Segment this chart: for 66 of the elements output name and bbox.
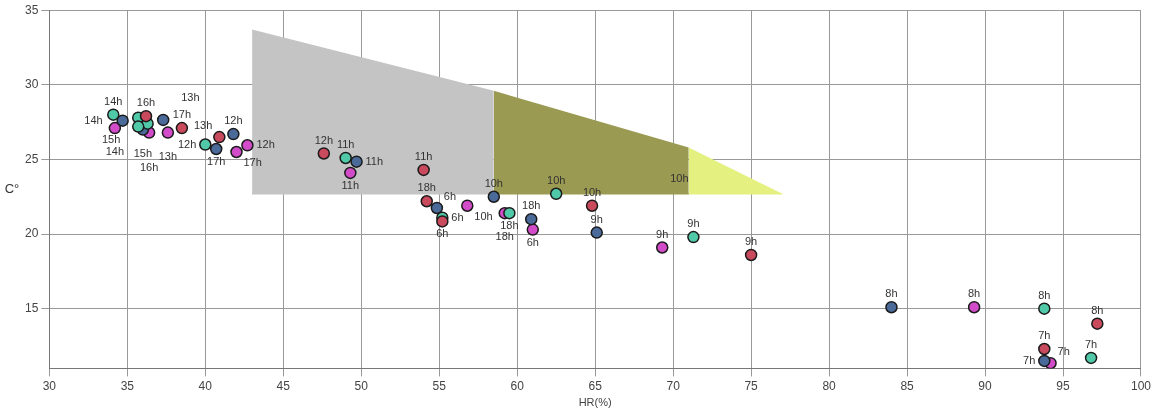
annotation: 13h <box>181 90 200 103</box>
annotation: 9h <box>656 227 669 240</box>
annotation: 14h <box>105 145 125 158</box>
x-tick-label: 55 <box>432 378 447 393</box>
x-tick-label: 85 <box>900 378 915 393</box>
x-tick-label: 75 <box>744 378 759 393</box>
annotation: 8h <box>1091 303 1104 316</box>
y-tick-label: 15 <box>24 301 39 316</box>
annotation: 13h <box>158 149 178 162</box>
x-tick-label: 45 <box>276 378 291 393</box>
x-tick-label: 95 <box>1056 378 1071 393</box>
x-tick-label: 70 <box>666 378 681 393</box>
annotation: 16h <box>139 160 159 173</box>
annotation: 18h <box>417 181 436 194</box>
annotation: 7h <box>1057 345 1070 358</box>
annotation: 17h <box>172 108 192 121</box>
annotation: 16h <box>136 96 156 109</box>
annotation: 6h <box>436 227 449 240</box>
annotation: 13h <box>193 119 213 132</box>
x-axis-title: HR(%) <box>578 396 612 409</box>
x-tick-label: 100 <box>1130 378 1152 393</box>
x-tick-label: 80 <box>822 378 837 393</box>
annotation: 7h <box>1084 337 1098 350</box>
annotation: 9h <box>687 217 700 230</box>
y-tick-label: 25 <box>24 151 39 166</box>
annotation: 9h <box>744 235 758 247</box>
x-tick-label: 35 <box>120 378 135 393</box>
annotation: 7h <box>1038 329 1051 342</box>
x-tick-label: 60 <box>510 378 525 393</box>
annotation: 11h <box>414 149 433 162</box>
y-tick-label: 35 <box>24 2 39 17</box>
annotation: 12h <box>224 114 243 127</box>
annotation: 12h <box>314 133 333 146</box>
x-tick-label: 50 <box>354 378 369 393</box>
annotation: 18h <box>522 199 541 212</box>
annotation: 6h <box>451 210 464 223</box>
annotation: 6h <box>526 235 539 248</box>
y-tick-label: 30 <box>24 77 39 92</box>
x-tick-label: 40 <box>198 378 213 393</box>
annotation: 17h <box>243 156 262 169</box>
x-tick-label: 65 <box>588 378 603 393</box>
annotation: 12h <box>177 137 197 150</box>
y-axis-title: C° <box>4 180 20 196</box>
y-tick-label: 20 <box>24 226 39 241</box>
annotation: 11h <box>341 178 360 191</box>
x-tick-label: 90 <box>978 378 993 393</box>
annotation: 14h <box>84 113 103 126</box>
annotation: 6h <box>443 189 457 202</box>
annotation: 11h <box>336 137 355 150</box>
annotation: 18h <box>495 230 514 243</box>
annotation: 17h <box>207 155 226 168</box>
annotation: 15h <box>101 132 121 145</box>
annotation: 15h <box>133 146 153 159</box>
annotation: 18h <box>500 219 519 232</box>
annotation: 7h <box>1023 353 1036 366</box>
annotation: 12h <box>256 138 275 151</box>
annotation: 8h <box>1038 288 1051 301</box>
annotation: 9h <box>590 212 603 225</box>
annotation: 8h <box>885 287 898 300</box>
annotation: 10h <box>474 209 493 222</box>
annotation: 10h <box>670 172 689 185</box>
annotation: 8h <box>968 287 981 300</box>
annotation: 10h <box>547 173 566 186</box>
annotation: 14h <box>104 94 123 107</box>
x-tick-label: 30 <box>42 378 57 393</box>
annotation: 11h <box>365 154 384 167</box>
